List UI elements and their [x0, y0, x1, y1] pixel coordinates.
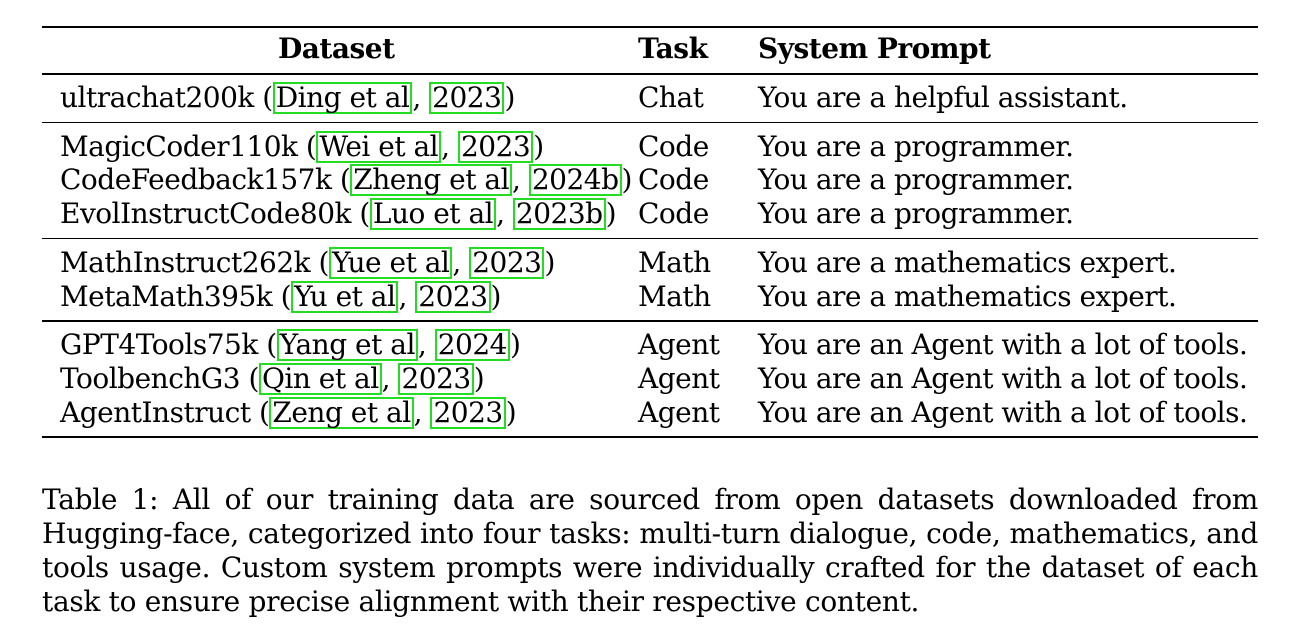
citation-author-link[interactable]: Ding et al — [272, 82, 413, 114]
task-cell: Agent — [638, 361, 720, 395]
system-prompt-cell: You are an Agent with a lot of tools. — [758, 395, 1248, 429]
dataset-name: ultrachat200k — [60, 81, 254, 114]
citation-year-link[interactable]: 2023 — [398, 362, 474, 395]
dataset-name: GPT4Tools75k — [60, 328, 258, 362]
citation-year-link[interactable]: 2023 — [415, 280, 491, 313]
system-prompt-cell: You are an Agent with a lot of tools. — [758, 328, 1248, 362]
system-prompt-cell: You are a programmer. — [758, 197, 1074, 231]
dataset-cell: EvolInstructCode80k (Luo et al, 2023b) — [60, 197, 617, 231]
group-rule — [42, 121, 1258, 124]
task-cell: Code — [638, 163, 709, 197]
task-cell: Code — [638, 197, 709, 231]
citation-year-link[interactable]: 2024b — [528, 164, 622, 197]
dataset-name: MetaMath395k — [60, 279, 273, 313]
dataset-cell: CodeFeedback157k (Zheng et al, 2024b) — [60, 163, 632, 197]
task-cell: Agent — [638, 328, 720, 362]
citation-year-link[interactable]: 2023 — [469, 246, 545, 279]
dataset-cell: GPT4Tools75k (Yang et al, 2024) — [60, 328, 521, 362]
dataset-name: MathInstruct262k — [60, 245, 311, 279]
dataset-cell: MathInstruct262k (Yue et al, 2023) — [60, 245, 555, 279]
dataset-name: EvolInstructCode80k — [60, 197, 352, 231]
citation-year-link[interactable]: 2023 — [430, 396, 506, 429]
header-task: Task — [638, 32, 708, 65]
dataset-cell: AgentInstruct (Zeng et al, 2023) — [60, 395, 517, 429]
group-rule — [42, 73, 1258, 75]
dataset-name: MagicCoder110k — [60, 129, 298, 163]
citation-author-link[interactable]: Wei et al — [316, 130, 442, 163]
system-prompt-cell: You are a mathematics expert. — [758, 245, 1177, 279]
system-prompt-cell: You are a helpful assistant. — [758, 81, 1128, 114]
dataset-name: AgentInstruct — [60, 395, 251, 429]
citation-author-link[interactable]: Zeng et al — [269, 396, 414, 429]
group-rule — [42, 320, 1258, 322]
citation-author-link[interactable]: Yue et al — [328, 246, 453, 279]
system-prompt-cell: You are a programmer. — [758, 129, 1074, 163]
citation-author-link[interactable]: Luo et al — [369, 198, 497, 231]
header-dataset: Dataset — [278, 32, 395, 65]
task-cell: Math — [638, 245, 711, 279]
dataset-cell: MetaMath395k (Yu et al, 2023) — [60, 279, 501, 313]
citation-year-link[interactable]: 2024 — [434, 329, 510, 362]
task-cell: Agent — [638, 395, 720, 429]
table-caption: Table 1: All of our training data are so… — [42, 483, 1258, 618]
task-cell: Chat — [638, 81, 704, 114]
table-top-rule — [42, 26, 1258, 28]
citation-author-link[interactable]: Zheng et al — [350, 164, 513, 197]
citation-author-link[interactable]: Yang et al — [276, 329, 418, 362]
task-cell: Code — [638, 129, 709, 163]
header-system-prompt: System Prompt — [758, 32, 991, 65]
dataset-name: ToolbenchG3 — [60, 361, 241, 395]
citation-author-link[interactable]: Qin et al — [258, 362, 382, 395]
group-rule — [42, 237, 1258, 240]
dataset-cell: ToolbenchG3 (Qin et al, 2023) — [60, 361, 485, 395]
system-prompt-cell: You are a programmer. — [758, 163, 1074, 197]
citation-year-link[interactable]: 2023b — [512, 198, 606, 231]
citation-year-link[interactable]: 2023 — [429, 82, 505, 114]
table-bottom-rule — [42, 436, 1258, 439]
system-prompt-cell: You are a mathematics expert. — [758, 279, 1177, 313]
citation-year-link[interactable]: 2023 — [457, 130, 534, 163]
task-cell: Math — [638, 279, 711, 313]
dataset-name: CodeFeedback157k — [60, 163, 332, 197]
citation-author-link[interactable]: Yu et al — [291, 280, 399, 313]
system-prompt-cell: You are an Agent with a lot of tools. — [758, 361, 1248, 395]
dataset-cell: ultrachat200k (Ding et al, 2023) — [60, 81, 515, 114]
dataset-cell: MagicCoder110k (Wei et al, 2023) — [60, 129, 544, 163]
